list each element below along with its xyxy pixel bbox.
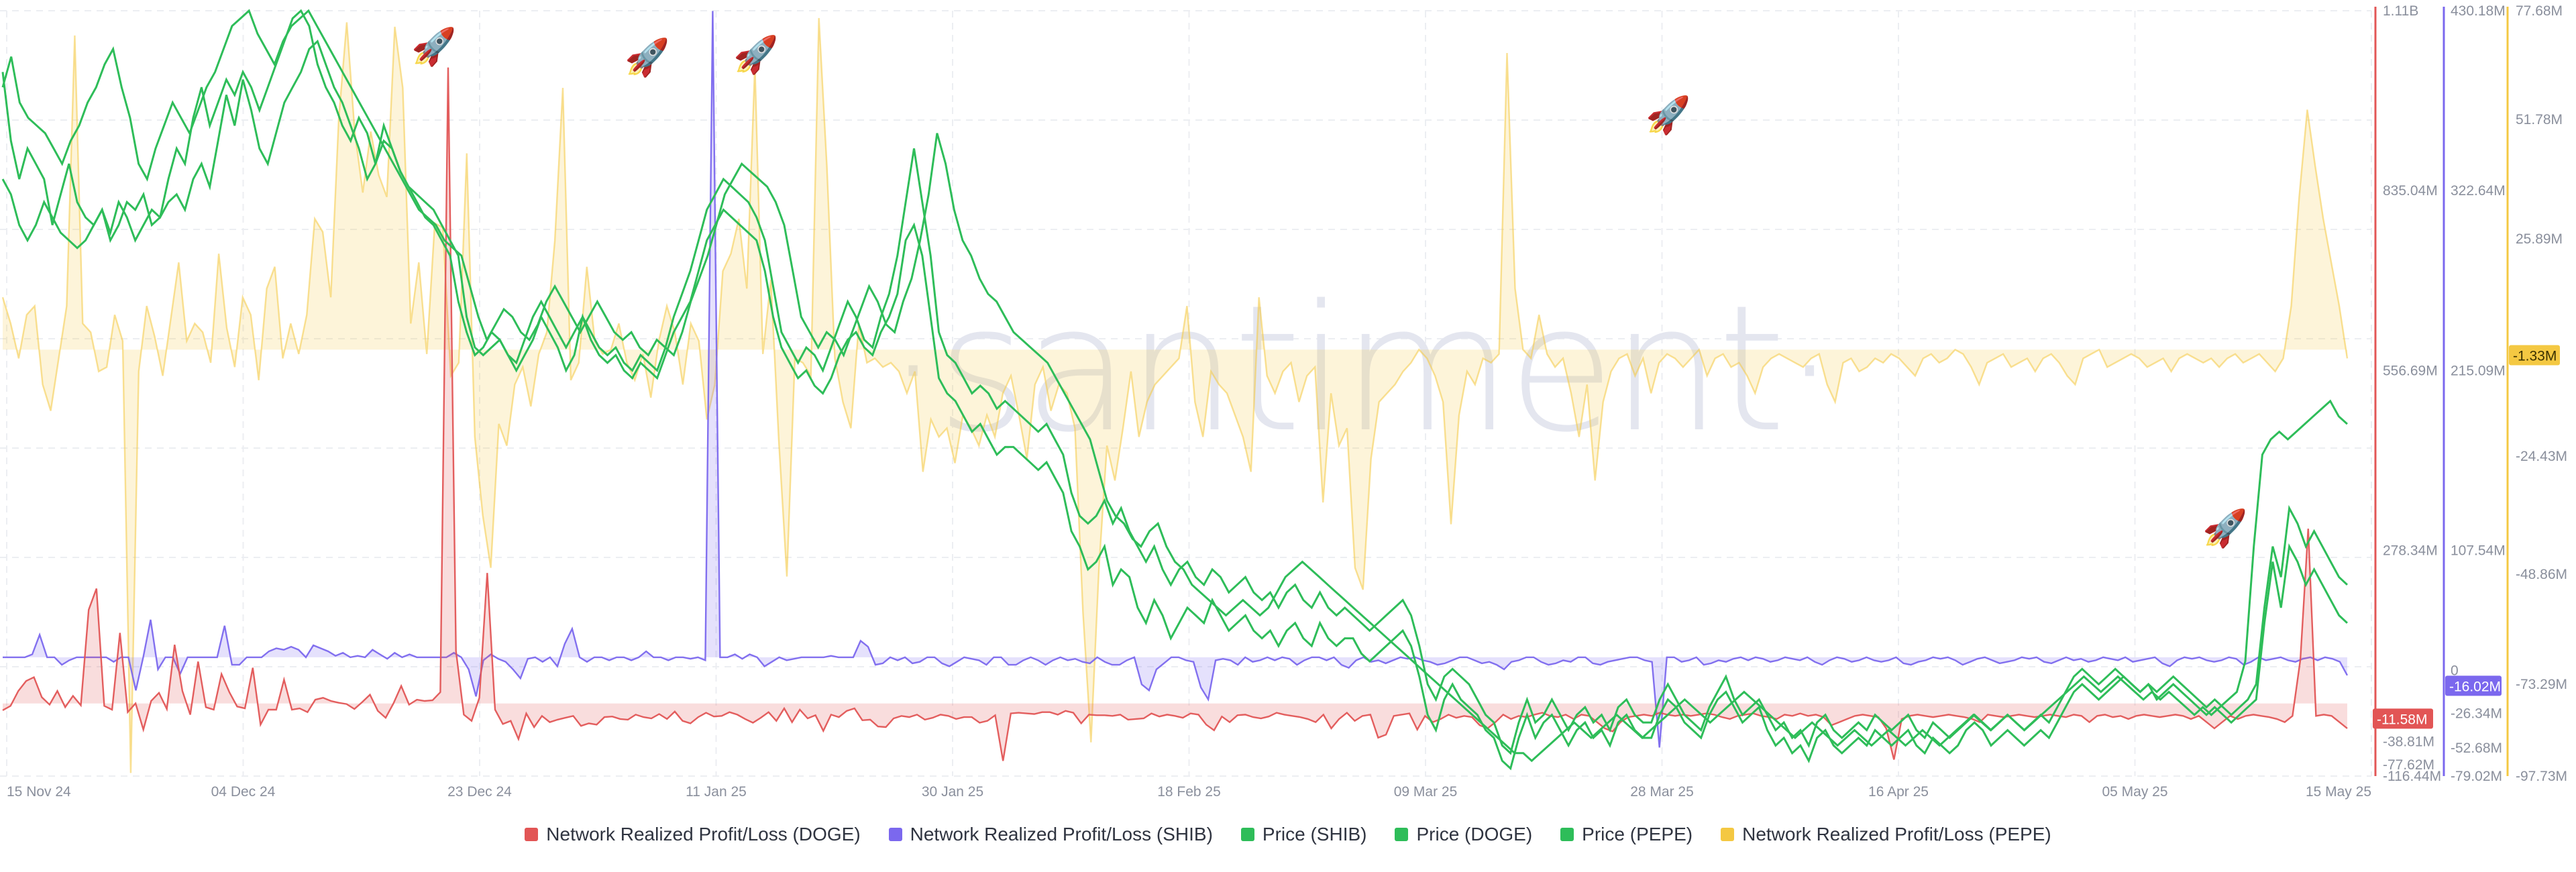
series-network-realized-profit-loss-shib- xyxy=(3,11,2349,748)
x-tick-label: 18 Feb 25 xyxy=(1157,784,1221,800)
y-tick-label-pepe: 51.78M xyxy=(2516,112,2563,127)
y-tick-label-doge: 278.34M xyxy=(2383,543,2438,558)
series-price-pepe- xyxy=(1,9,2349,763)
x-tick-label: 16 Apr 25 xyxy=(1868,784,1929,800)
legend-item[interactable]: Price (PEPE) xyxy=(1560,824,1693,845)
legend-label: Price (DOGE) xyxy=(1416,824,1533,844)
y-tick-label-shib: 0 xyxy=(2451,663,2459,679)
y-tick-label-pepe: 77.68M xyxy=(2516,3,2563,19)
legend-swatch xyxy=(1240,828,1254,841)
legend-label: Price (SHIB) xyxy=(1262,824,1367,844)
series-network-realized-profit-loss-pepe- xyxy=(1,17,2349,773)
series-line xyxy=(1,9,2349,763)
rocket-markers: 🚀 🚀 🚀 🚀 🚀 xyxy=(411,25,2247,549)
series-line xyxy=(1,17,2349,773)
y-tick-label-shib: 322.64M xyxy=(2451,183,2506,199)
x-tick-label: 28 Mar 25 xyxy=(1630,784,1694,800)
y-tick-label-pepe: -73.29M xyxy=(2516,677,2567,692)
y-tick-label-shib: 107.54M xyxy=(2451,543,2506,558)
y-tick-label-shib: -79.02M xyxy=(2451,769,2502,784)
value-badge-doge xyxy=(2373,708,2433,729)
y-tick-label-doge: -38.81M xyxy=(2383,734,2434,750)
y-tick-label-pepe: -97.73M xyxy=(2516,769,2567,784)
value-badge-shib xyxy=(2445,675,2502,696)
legend-label: Network Realized Profit/Loss (PEPE) xyxy=(1742,824,2051,844)
legend-item[interactable]: Network Realized Profit/Loss (PEPE) xyxy=(1721,824,2051,845)
axes: 15 Nov 24 04 Dec 24 23 Dec 24 11 Jan 25 30 J… xyxy=(7,3,2567,800)
y-tick-label-pepe: -48.86M xyxy=(2516,567,2567,582)
x-tick-label: 11 Jan 25 xyxy=(686,784,747,800)
rocket-icon: 🚀 xyxy=(2202,507,2247,549)
value-badge-text-pepe: -1.33M xyxy=(2513,348,2557,364)
series-line xyxy=(2,67,2348,761)
y-tick-label-shib: -26.34M xyxy=(2451,706,2502,721)
legend-label: Price (PEPE) xyxy=(1582,824,1693,844)
value-badge-text-shib: -16.02M xyxy=(2449,679,2501,694)
legend-swatch xyxy=(888,828,902,841)
legend-swatch xyxy=(1395,828,1409,841)
series-network-realized-profit-loss-doge- xyxy=(2,67,2348,761)
rocket-icon: 🚀 xyxy=(1646,94,1690,136)
x-tick-label: 15 May 25 xyxy=(2306,784,2371,800)
x-tick-label: 05 May 25 xyxy=(2102,784,2167,800)
x-tick-label: 09 Mar 25 xyxy=(1394,784,1458,800)
legend-label: Network Realized Profit/Loss (DOGE) xyxy=(546,824,861,844)
y-tick-label-doge: -77.62M xyxy=(2383,757,2434,773)
series-line xyxy=(3,11,2349,748)
legend: Network Realized Profit/Loss (DOGE) Netwo… xyxy=(0,824,2576,845)
y-tick-label-doge: 1.11B xyxy=(2383,3,2418,19)
x-tick-label: 30 Jan 25 xyxy=(922,784,983,800)
y-tick-label-doge: -116.44M xyxy=(2383,769,2441,784)
rocket-icon: 🚀 xyxy=(411,25,456,68)
y-tick-label-shib: -52.68M xyxy=(2451,741,2502,756)
legend-item[interactable]: Price (DOGE) xyxy=(1395,824,1532,845)
series-layer xyxy=(1,9,2349,773)
legend-item[interactable]: Price (SHIB) xyxy=(1240,824,1367,845)
y-tick-label-pepe: 25.89M xyxy=(2516,231,2563,247)
grid-lines xyxy=(0,10,2372,777)
y-tick-label-doge: 835.04M xyxy=(2383,183,2438,199)
legend-item[interactable]: Network Realized Profit/Loss (SHIB) xyxy=(888,824,1213,845)
y-tick-label-shib: 215.09M xyxy=(2451,363,2506,378)
value-badge-text-doge: -11.58M xyxy=(2377,712,2427,727)
y-tick-label-pepe: -24.43M xyxy=(2516,449,2567,464)
legend-item[interactable]: Network Realized Profit/Loss (DOGE) xyxy=(525,824,861,845)
y-tick-label-shib: 430.18M xyxy=(2451,3,2506,19)
legend-swatch xyxy=(525,828,539,841)
legend-swatch xyxy=(1721,828,1735,841)
y-tick-label-doge: 556.69M xyxy=(2383,363,2438,378)
value-badge-pepe xyxy=(2509,345,2560,366)
legend-label: Network Realized Profit/Loss (SHIB) xyxy=(910,824,1213,844)
x-tick-label: 15 Nov 24 xyxy=(7,784,71,800)
rocket-icon: 🚀 xyxy=(733,34,778,76)
x-tick-label: 04 Dec 24 xyxy=(211,784,276,800)
x-tick-label: 23 Dec 24 xyxy=(447,784,512,800)
legend-swatch xyxy=(1560,828,1574,841)
rocket-icon: 🚀 xyxy=(625,36,669,78)
